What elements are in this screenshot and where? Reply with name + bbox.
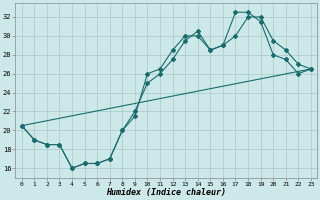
X-axis label: Humidex (Indice chaleur): Humidex (Indice chaleur) (106, 188, 226, 197)
